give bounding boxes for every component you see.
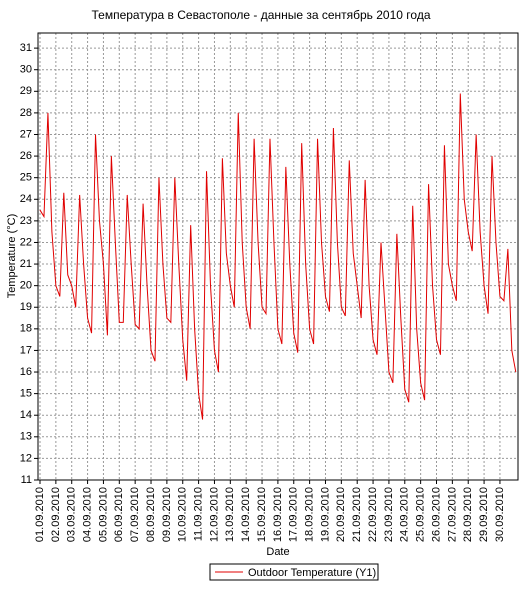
x-tick-label: 19.09.2010: [319, 487, 331, 542]
y-tick-label: 29: [20, 85, 32, 97]
x-tick-label: 25.09.2010: [415, 487, 427, 542]
y-tick-label: 26: [20, 150, 32, 162]
x-tick-label: 12.09.2010: [208, 487, 220, 542]
y-tick-label: 22: [20, 236, 32, 248]
x-tick-label: 26.09.2010: [430, 487, 442, 542]
x-tick-label: 27.09.2010: [446, 487, 458, 542]
x-tick-label: 03.09.2010: [66, 487, 78, 542]
x-tick-label: 22.09.2010: [367, 487, 379, 542]
x-tick-label: 16.09.2010: [272, 487, 284, 542]
x-tick-label: 28.09.2010: [462, 487, 474, 542]
x-tick-label: 09.09.2010: [161, 487, 173, 542]
x-axis-label: Date: [266, 546, 289, 558]
x-tick-label: 21.09.2010: [351, 487, 363, 542]
y-tick-label: 24: [20, 193, 32, 205]
chart-title: Температура в Севастополе - данные за се…: [92, 8, 431, 22]
legend-label: Outdoor Temperature (Y1): [248, 567, 376, 579]
x-tick-label: 14.09.2010: [240, 487, 252, 542]
y-tick-label: 30: [20, 64, 32, 76]
legend: [209, 563, 379, 581]
y-tick-label: 15: [20, 388, 32, 400]
y-tick-label: 28: [20, 107, 32, 119]
y-tick-label: 11: [21, 474, 32, 486]
x-tick-label: 15.09.2010: [256, 487, 268, 542]
x-tick-label: 02.09.2010: [50, 487, 62, 542]
y-tick-label: 18: [20, 323, 32, 335]
x-tick-label: 30.09.2010: [494, 487, 506, 542]
x-tick-label: 24.09.2010: [399, 487, 411, 542]
y-tick-label: 21: [20, 258, 32, 270]
x-tick-label: 17.09.2010: [288, 487, 300, 542]
y-tick-label: 12: [20, 452, 32, 464]
y-tick-label: 20: [20, 280, 32, 292]
y-tick-label: 16: [20, 366, 32, 378]
data-line: [39, 93, 517, 420]
x-tick-label: 13.09.2010: [224, 487, 236, 542]
x-tick-label: 04.09.2010: [81, 487, 93, 542]
x-tick-label: 07.09.2010: [129, 487, 141, 542]
plot-frame: [37, 32, 519, 481]
x-tick-label: 20.09.2010: [335, 487, 347, 542]
x-tick-label: 08.09.2010: [145, 487, 157, 542]
x-tick-label: 10.09.2010: [177, 487, 189, 542]
x-tick-label: 29.09.2010: [478, 487, 490, 542]
y-tick-label: 31: [20, 42, 32, 54]
x-tick-label: 06.09.2010: [113, 487, 125, 542]
y-tick-label: 17: [20, 344, 32, 356]
y-tick-label: 27: [20, 128, 32, 140]
x-tick-label: 18.09.2010: [304, 487, 316, 542]
x-tick-label: 23.09.2010: [383, 487, 395, 542]
y-tick-label: 25: [20, 172, 32, 184]
y-tick-label: 19: [20, 301, 32, 313]
y-tick-label: 13: [20, 431, 32, 443]
x-tick-label: 11.09.2010: [193, 487, 205, 541]
y-tick-label: 14: [20, 409, 32, 421]
x-tick-label: 01.09.2010: [34, 487, 46, 542]
x-tick-label: 05.09.2010: [97, 487, 109, 542]
y-axis-label: Temperature (°C): [6, 214, 18, 298]
y-tick-label: 23: [20, 215, 32, 227]
